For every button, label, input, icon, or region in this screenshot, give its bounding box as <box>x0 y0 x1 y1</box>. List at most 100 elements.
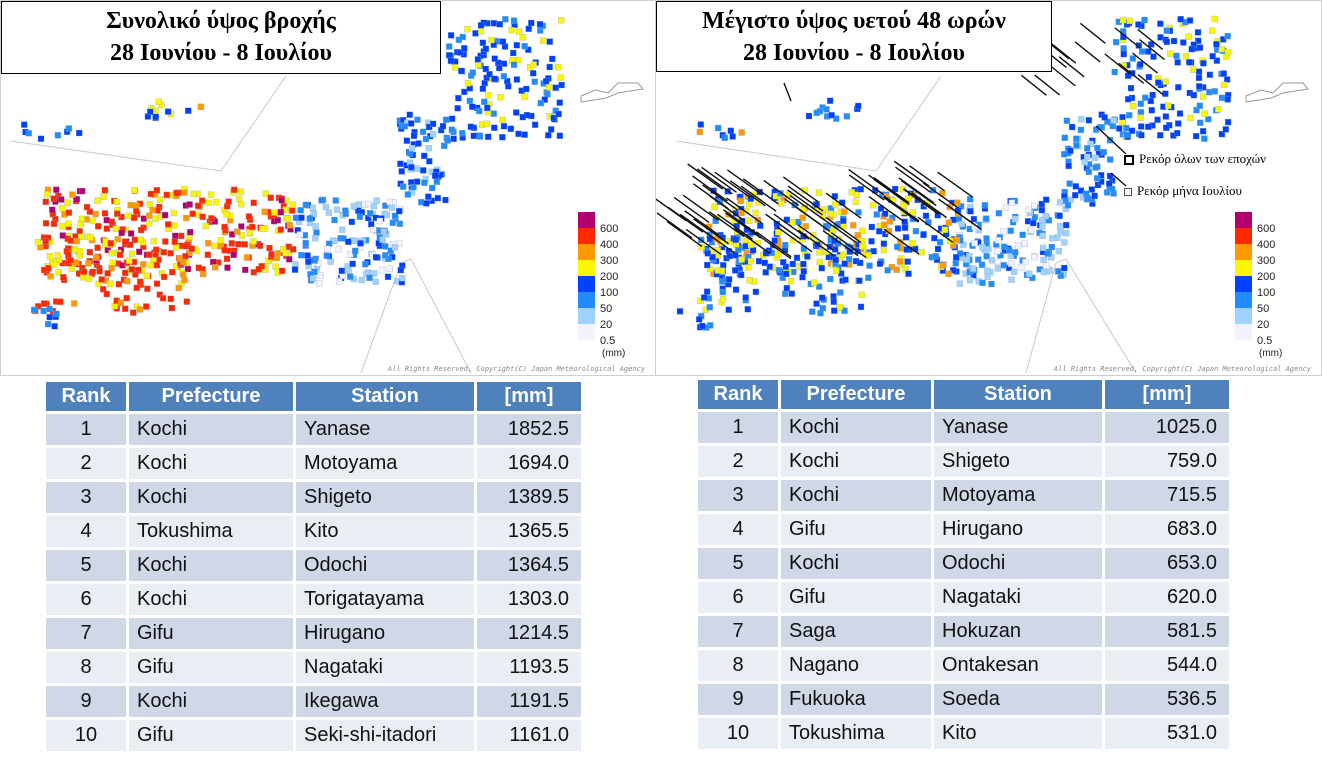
station-marker <box>725 306 732 313</box>
cell-mm: 1193.5 <box>477 652 581 683</box>
legend-swatch <box>1235 244 1252 260</box>
station-marker <box>194 202 202 209</box>
station-marker <box>482 65 489 73</box>
station-marker <box>755 258 763 265</box>
station-marker <box>1061 151 1068 158</box>
station-marker <box>153 246 160 253</box>
station-marker <box>945 270 952 278</box>
station-marker <box>971 240 978 247</box>
station-marker <box>909 209 916 216</box>
station-marker <box>1093 175 1101 182</box>
station-marker <box>1195 68 1203 75</box>
station-marker <box>421 179 428 186</box>
station-marker <box>304 252 311 259</box>
station-marker <box>521 131 528 138</box>
record-pointer-line <box>656 212 693 239</box>
station-marker <box>447 57 455 64</box>
station-marker <box>510 49 517 57</box>
station-marker <box>445 52 453 59</box>
station-marker <box>160 249 167 256</box>
table-row: 8 Gifu Nagataki 1193.5 <box>46 652 581 683</box>
station-marker <box>197 103 205 110</box>
station-marker <box>382 252 389 259</box>
station-marker <box>426 158 433 165</box>
record-pointer-line <box>898 177 935 204</box>
station-marker <box>327 258 334 265</box>
station-marker <box>467 123 475 130</box>
record-pointer-line <box>848 168 885 196</box>
station-marker <box>1201 135 1208 142</box>
station-marker <box>1213 57 1221 64</box>
cell-station: Odochi <box>934 548 1102 579</box>
station-marker <box>1199 128 1207 135</box>
station-marker <box>175 284 182 292</box>
cell-station: Shigeto <box>934 446 1102 477</box>
legend-swatch <box>1235 228 1252 244</box>
station-marker <box>549 55 556 63</box>
station-marker <box>1068 123 1076 131</box>
station-marker <box>45 265 52 272</box>
station-marker <box>182 243 189 250</box>
station-marker <box>448 115 456 122</box>
legend-unit: (mm) <box>1259 348 1283 359</box>
station-marker <box>870 248 877 255</box>
station-marker <box>704 261 711 269</box>
station-marker <box>912 227 920 235</box>
station-marker <box>130 309 137 316</box>
station-marker <box>496 21 503 28</box>
station-marker <box>876 260 884 267</box>
record-pointer-line <box>822 230 859 257</box>
station-marker <box>458 67 465 75</box>
station-marker <box>1085 117 1093 124</box>
station-marker <box>65 220 72 227</box>
station-marker <box>836 303 843 311</box>
cell-prefecture: Gifu <box>129 720 293 751</box>
max-48h-ranking-table: Rank Prefecture Station [mm] 1 Kochi Yanas… <box>695 377 1232 752</box>
station-marker <box>65 125 73 132</box>
station-marker <box>1224 96 1231 103</box>
station-marker <box>410 132 418 140</box>
record-pointer-line <box>922 182 959 209</box>
cell-station: Yanase <box>934 412 1102 443</box>
station-marker <box>205 240 212 247</box>
station-marker <box>407 150 414 157</box>
station-marker <box>523 85 530 93</box>
station-marker <box>1063 230 1070 237</box>
cell-rank: 1 <box>46 414 126 445</box>
station-marker <box>826 97 834 104</box>
record-pointer-line <box>1104 53 1131 75</box>
station-marker <box>71 246 78 253</box>
station-marker <box>372 254 380 261</box>
station-marker <box>1162 90 1169 97</box>
record-pointer-line <box>883 195 920 222</box>
station-marker <box>1148 107 1155 114</box>
copyright-notice: All Rights Reserved, Copyright(C) Japan … <box>387 365 645 373</box>
station-marker <box>1147 97 1154 105</box>
station-marker <box>118 229 125 237</box>
record-pointer-line <box>917 216 954 243</box>
station-marker <box>380 228 387 235</box>
station-marker <box>1073 142 1080 149</box>
station-marker <box>352 247 359 255</box>
station-marker <box>256 242 264 249</box>
station-marker <box>136 278 144 285</box>
station-marker <box>1186 17 1194 24</box>
station-marker <box>133 284 140 292</box>
station-marker <box>238 232 246 239</box>
station-marker <box>89 268 96 276</box>
station-marker <box>1049 235 1056 242</box>
cell-rank: 1 <box>698 412 778 443</box>
station-marker <box>396 220 403 227</box>
station-marker <box>721 134 728 141</box>
station-marker <box>697 297 704 304</box>
station-marker <box>540 37 547 44</box>
station-marker <box>451 64 459 71</box>
station-marker <box>429 184 436 192</box>
station-marker <box>223 210 230 218</box>
record-pointer-line <box>1034 74 1061 96</box>
station-marker <box>241 241 248 248</box>
station-marker <box>478 28 485 35</box>
station-marker <box>881 221 888 228</box>
station-marker <box>217 237 225 244</box>
station-marker <box>450 135 457 142</box>
